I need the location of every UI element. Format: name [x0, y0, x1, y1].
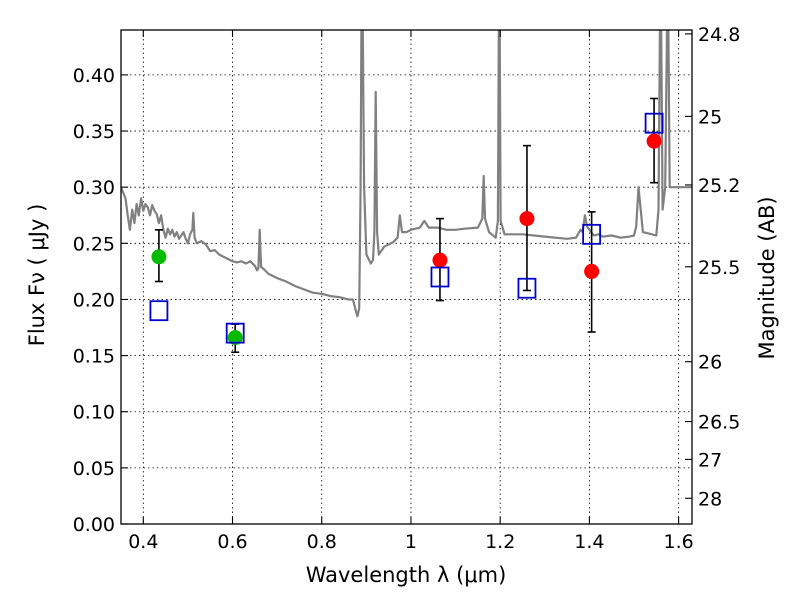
x-axis-title: Wavelength λ (μm) — [306, 563, 507, 587]
x-tick-label: 0.8 — [307, 531, 337, 553]
model-flux-square — [225, 322, 245, 344]
x-tick-label: 1.6 — [664, 531, 694, 553]
y2-tick-label: 28 — [698, 488, 722, 510]
y2-tick-label: 26 — [698, 352, 722, 374]
y2-tick-label: 25.5 — [698, 257, 740, 279]
y-tick-label: 0.05 — [73, 458, 115, 480]
observed-point — [227, 330, 243, 346]
plot-frame — [120, 29, 693, 525]
axes: 0.4 0.6 0.8 1 1.2 1.4 1.6 0.00 0.05 0.10 0.15 0.20 0… — [73, 24, 741, 553]
model-flux-square — [582, 223, 602, 245]
x-tick-label: 1 — [405, 531, 417, 553]
y-tick-label: 0.30 — [73, 177, 115, 199]
y-tick-label: 0.35 — [73, 121, 115, 143]
observed-point — [646, 133, 662, 149]
x-tick-label: 1.2 — [485, 531, 515, 553]
model-flux-square — [430, 266, 450, 288]
x-tick-label: 1.4 — [574, 531, 604, 553]
observed-point — [432, 252, 448, 268]
x-tick-label: 0.4 — [128, 531, 158, 553]
y2-axis-title: Magnitude (AB) — [755, 196, 779, 359]
y-tick-label: 0.00 — [73, 514, 115, 536]
y2-tick-label: 25.2 — [698, 175, 740, 197]
model-flux-square — [644, 112, 664, 134]
x-tick-label: 0.6 — [217, 531, 247, 553]
model-flux-square — [149, 300, 169, 322]
y-tick-label: 0.40 — [73, 65, 115, 87]
data-markers — [149, 97, 664, 354]
y2-tick-label: 24.8 — [698, 24, 740, 46]
y-tick-label: 0.15 — [73, 346, 115, 368]
y2-tick-label: 25 — [698, 106, 722, 128]
y-tick-label: 0.25 — [73, 233, 115, 255]
observed-point — [519, 211, 535, 227]
observed-point — [584, 263, 600, 279]
y2-tick-label: 26.5 — [698, 412, 740, 434]
observed-point — [151, 249, 167, 265]
y-tick-label: 0.10 — [73, 402, 115, 424]
y-tick-label: 0.20 — [73, 289, 115, 311]
y-axis-title: Flux Fν ( μJy ) — [25, 204, 49, 347]
y2-tick-label: 27 — [698, 449, 722, 471]
model-flux-square — [517, 277, 537, 299]
